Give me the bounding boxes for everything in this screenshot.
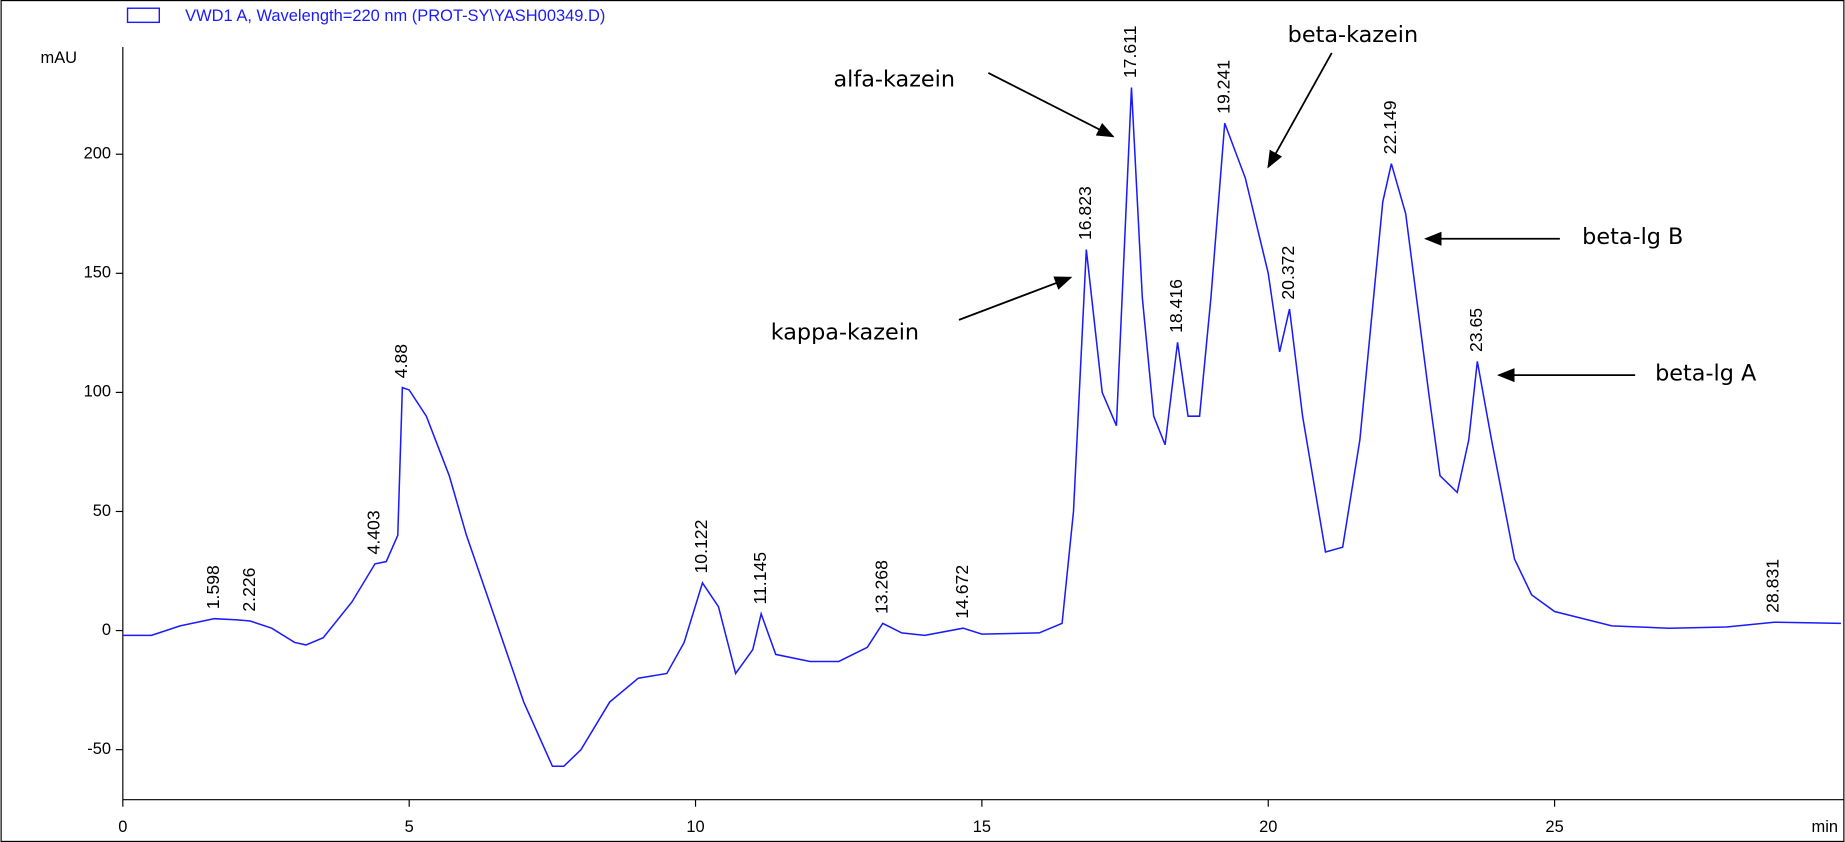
peak-label: 11.145 — [750, 552, 770, 605]
annotation-arrow — [1267, 52, 1333, 169]
peak-label: 17.611 — [1120, 26, 1140, 79]
x-tick-label: 0 — [118, 818, 127, 836]
y-tick-label: -50 — [87, 740, 111, 758]
peak-label: 28.831 — [1763, 559, 1783, 613]
x-tick-label: 15 — [973, 818, 991, 836]
peak-label: 19.241 — [1213, 60, 1233, 114]
y-tick-label: 100 — [84, 383, 111, 401]
peak-label: 13.268 — [871, 560, 891, 614]
annotation-arrow — [958, 276, 1073, 321]
annotation: alfa-kazein — [834, 66, 956, 92]
x-tick-label: 5 — [405, 818, 414, 836]
peak-label: 16.823 — [1075, 186, 1095, 240]
y-tick-label: 150 — [84, 264, 111, 282]
legend-swatch — [126, 7, 160, 24]
trace — [122, 87, 1841, 768]
y-tick-label: 200 — [84, 145, 111, 163]
peak-label: 20.372 — [1278, 246, 1298, 300]
annotation: beta-lg A — [1655, 360, 1757, 386]
x-tick-label: 20 — [1259, 818, 1277, 836]
peak-label: 10.122 — [691, 520, 711, 574]
peak-label: 4.403 — [364, 510, 384, 554]
peak-label: 4.88 — [391, 344, 411, 379]
x-tick-label: 25 — [1545, 818, 1563, 836]
y-axis-label: mAU — [41, 49, 78, 67]
annotation: kappa-kazein — [771, 319, 919, 345]
peak-label: 18.416 — [1166, 279, 1186, 333]
annotation-arrow — [987, 72, 1115, 138]
x-axis-label: min — [1812, 818, 1839, 836]
peak-label: 2.226 — [239, 567, 259, 611]
legend-label: VWD1 A, Wavelength=220 nm (PROT-SY\YASH0… — [185, 7, 605, 25]
y-tick-label: 0 — [102, 621, 111, 639]
peak-label: 22.149 — [1380, 100, 1400, 154]
x-tick-label: 10 — [686, 818, 704, 836]
y-tick-label: 50 — [93, 502, 111, 520]
peak-label: 23.65 — [1466, 308, 1486, 352]
annotation: beta-lg B — [1582, 224, 1683, 250]
annotation: beta-kazein — [1288, 22, 1418, 48]
peak-label: 14.672 — [952, 565, 972, 619]
peak-label: 1.598 — [203, 565, 223, 609]
